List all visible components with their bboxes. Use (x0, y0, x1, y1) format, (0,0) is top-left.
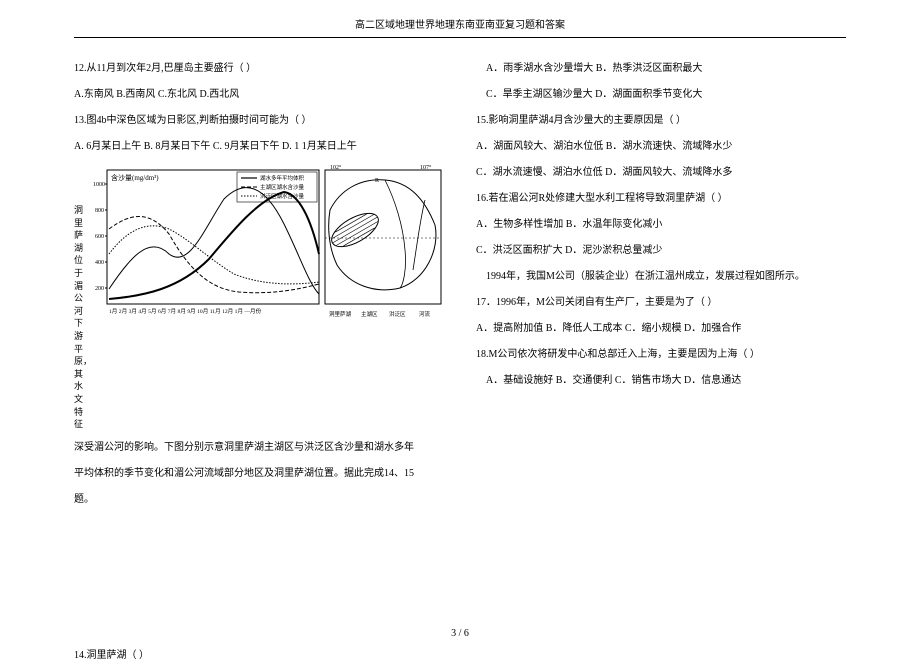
map-annot-1: 主湖区 (361, 310, 378, 318)
left-column: 12.从11月到次年2月,巴厘岛主要盛行（ ） A.东南风 B.西南风 C.东北… (74, 56, 444, 669)
legend-0: 湖水多年平均体积 (260, 174, 305, 182)
series-dash2 (109, 226, 319, 284)
company-intro: 1994年，我国M公司（服装企业）在浙江温州成立，发展过程如图所示。 (476, 264, 846, 290)
page-footer: 3 / 6 (0, 628, 920, 639)
intro-para-1: 深受湄公河的影响。下图分别示意洞里萨湖主湖区与洪泛区含沙量和湖水多年 (74, 435, 444, 461)
q16-text: 16.若在湄公河R处修建大型水利工程将导致洞里萨湖（ ） (476, 186, 846, 212)
figure-container: 洞里萨湖位于湄公河下游平原，其水文特征 含沙量(mg/dm³) 1000 800… (74, 164, 444, 431)
q14-text: 14.洞里萨湖（ ） (74, 643, 444, 669)
q18-text: 18.M公司依次将研发中心和总部迁入上海，主要是因为上海（ ） (476, 342, 846, 368)
intro-para-2: 平均体积的季节变化和湄公河流域部分地区及洞里萨湖位置。据此完成14、15 (74, 461, 444, 487)
q16-opts-ab: A．生物多样性增加 B．水温年际变化减小 (476, 212, 846, 238)
y-axis-label: 含沙量(mg/dm³) (111, 173, 159, 182)
lon-0: 102° (330, 164, 342, 171)
series-volume-bold (109, 192, 319, 299)
q17-text: 17．1996年，M公司关闭自有生产厂，主要是为了（ ） (476, 290, 846, 316)
q12-options: A.东南风 B.西南风 C.东北风 D.西北风 (74, 82, 444, 108)
page-header: 高二区域地理世界地理东南亚南亚复习题和答案 (0, 0, 920, 31)
series-dash1 (109, 217, 319, 293)
x-months: 1月 2月 3月 4月 5月 6月 7月 8月 9月 10月 11月 12月 1… (109, 307, 262, 315)
figure-svg: 含沙量(mg/dm³) 1000 800 600 400 200 (89, 164, 443, 319)
vertical-intro-label: 洞里萨湖位于湄公河下游平原，其水文特征 (74, 164, 86, 431)
map-annot-0: 洞里萨湖 (329, 310, 352, 318)
lon-1: 107° (420, 164, 432, 171)
ytick-1: 800 (95, 208, 104, 214)
map-outline (328, 180, 435, 290)
map-annot-2: 洪泛区 (389, 310, 406, 318)
q13-text: 13.图4b中深色区域为日影区,判断拍摄时间可能为（ ） (74, 108, 444, 134)
q13-options: A. 6月某日上午 B. 8月某日下午 C. 9月某日下午 D. 1 1月某日上… (74, 134, 444, 160)
q15-opts-ab: A．湖面风较大、湖泊水位低 B．湖水流速快、流域降水少 (476, 134, 846, 160)
chart-and-map: 含沙量(mg/dm³) 1000 800 600 400 200 (89, 164, 443, 322)
river-2 (413, 200, 425, 270)
q15-text: 15.影响洞里萨湖4月含沙量大的主要原因是（ ） (476, 108, 846, 134)
ytick-2: 600 (95, 234, 104, 240)
right-column: A．雨季湖水含沙量增大 B．热季洪泛区面积最大 C．旱季主湖区输沙量大 D．湖面… (476, 56, 846, 394)
page-number: 3 / 6 (451, 628, 469, 639)
map-annot-3: 河流 (419, 310, 431, 318)
ytick-4: 200 (95, 286, 104, 292)
header-title: 高二区域地理世界地理东南亚南亚复习题和答案 (355, 20, 565, 31)
ytick-0: 1000 (93, 182, 105, 188)
q12-text: 12.从11月到次年2月,巴厘岛主要盛行（ ） (74, 56, 444, 82)
svg-text:R: R (375, 178, 379, 184)
q16-opts-cd: C．洪泛区面积扩大 D．泥沙淤积总量减少 (476, 238, 846, 264)
q17-options: A．提高附加值 B．降低人工成本 C．缩小规模 D．加强合作 (476, 316, 846, 342)
river-1 (385, 180, 406, 288)
legend-1: 主湖区湖水含沙量 (260, 183, 305, 191)
q18-options: A．基础设施好 B．交通便利 C．销售市场大 D．信息通达 (476, 368, 846, 394)
ytick-3: 400 (95, 260, 104, 266)
header-rule (74, 37, 846, 38)
intro-para-3: 题。 (74, 487, 444, 513)
series-main (109, 188, 319, 294)
q14-opts-ab: A．雨季湖水含沙量增大 B．热季洪泛区面积最大 (476, 56, 846, 82)
q14-opts-cd: C．旱季主湖区输沙量大 D．湖面面积季节变化大 (476, 82, 846, 108)
q15-opts-cd: C．湖水流速慢、湖泊水位低 D．湖面风较大、流域降水多 (476, 160, 846, 186)
content-area: 12.从11月到次年2月,巴厘岛主要盛行（ ） A.东南风 B.西南风 C.东北… (74, 56, 846, 609)
